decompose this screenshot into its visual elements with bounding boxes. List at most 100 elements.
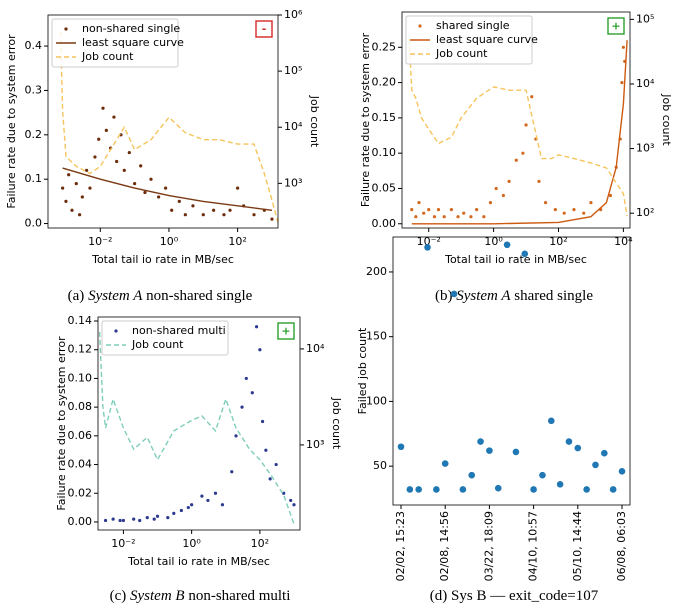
legend-label: Job count — [81, 50, 134, 63]
y2-tick-label: 10⁶ — [284, 8, 303, 21]
y2-axis-label: Job count — [330, 397, 343, 450]
point — [469, 215, 473, 219]
legend-marker — [418, 24, 422, 28]
point — [620, 80, 624, 85]
point — [64, 199, 68, 203]
point — [292, 503, 296, 507]
legend-label: Job count — [131, 338, 184, 351]
x-tick-label: 10⁰ — [484, 235, 503, 248]
point — [201, 213, 205, 217]
point — [190, 503, 194, 507]
point — [433, 486, 440, 493]
badge-label: + — [611, 20, 620, 33]
point — [562, 211, 566, 215]
plot-frame — [97, 316, 301, 531]
point — [592, 461, 599, 469]
point — [274, 462, 278, 467]
y-tick-label: 0.04 — [68, 458, 93, 471]
point — [441, 460, 449, 467]
point — [601, 449, 608, 457]
x-tick-label: 02/02, 15:23 — [394, 511, 407, 581]
y-tick-label: 100 — [366, 394, 387, 407]
x-tick-label: 10² — [549, 235, 567, 248]
point — [200, 494, 204, 498]
point — [61, 186, 65, 190]
point — [449, 208, 454, 212]
y-tick-label: 0.15 — [372, 111, 397, 124]
point — [475, 208, 479, 212]
y2-tick-label: 10³ — [636, 142, 654, 155]
point — [164, 186, 168, 190]
point — [482, 215, 486, 219]
point — [252, 213, 256, 217]
y2-tick-label: 10² — [636, 206, 654, 219]
point — [436, 208, 441, 212]
x-tick-label: 05/10, 14:44 — [571, 511, 584, 581]
point — [512, 448, 520, 456]
point — [228, 208, 232, 212]
y2-tick-label: 10⁴ — [284, 120, 303, 133]
point — [258, 348, 262, 352]
point — [127, 150, 131, 155]
point — [543, 200, 548, 205]
x-tick-label: 04/10, 10:57 — [527, 511, 540, 581]
y-tick-label: 0.05 — [372, 181, 397, 194]
point — [191, 204, 195, 208]
point — [494, 186, 498, 191]
y-tick-label: 150 — [366, 330, 387, 343]
point — [609, 486, 617, 493]
badge — [277, 322, 295, 340]
point — [397, 443, 405, 451]
point — [250, 391, 254, 395]
point — [111, 517, 115, 521]
point — [427, 208, 431, 212]
point — [155, 514, 160, 518]
point — [539, 471, 546, 479]
point — [152, 517, 156, 521]
point — [133, 182, 137, 186]
plot-frame — [392, 236, 631, 506]
point — [97, 137, 101, 141]
point — [254, 325, 259, 329]
caption-system: System B — [130, 588, 185, 604]
point — [501, 193, 505, 198]
point — [432, 215, 437, 219]
y-axis-label: Failure rate due to system error — [55, 336, 68, 511]
point — [78, 213, 82, 217]
point — [67, 173, 71, 177]
point — [450, 290, 458, 298]
point — [488, 200, 493, 205]
point — [149, 177, 153, 181]
caption-label: (a) — [68, 288, 85, 304]
point — [138, 518, 142, 523]
y2-tick-label: 10³ — [284, 176, 302, 189]
point — [406, 486, 414, 493]
x-tick-label: 06/08, 06:03 — [615, 511, 628, 581]
point — [459, 486, 467, 493]
y-tick-label: 0.3 — [25, 83, 43, 96]
point — [264, 448, 268, 452]
point — [477, 438, 484, 445]
point — [537, 179, 541, 184]
point — [101, 106, 105, 110]
x-tick-label: 10⁻² — [111, 537, 135, 550]
point — [170, 208, 174, 212]
point — [236, 186, 240, 190]
point — [183, 213, 187, 217]
point — [424, 244, 431, 251]
point — [230, 470, 234, 474]
x-tick-label: 10⁴ — [614, 235, 633, 248]
point — [240, 405, 244, 409]
y-tick-label: 0.10 — [68, 371, 93, 384]
y-tick-label: 0.20 — [372, 76, 397, 89]
legend-label: least square curve — [436, 33, 538, 46]
plot-frame — [47, 14, 279, 229]
point — [524, 123, 528, 127]
point — [556, 480, 564, 488]
badge — [607, 17, 625, 35]
badge-label: - — [262, 23, 267, 36]
point — [289, 498, 293, 503]
point — [514, 158, 518, 162]
x-axis-label: Total tail io rate in MB/sec — [91, 253, 234, 266]
legend-label: non-shared single — [82, 22, 180, 35]
